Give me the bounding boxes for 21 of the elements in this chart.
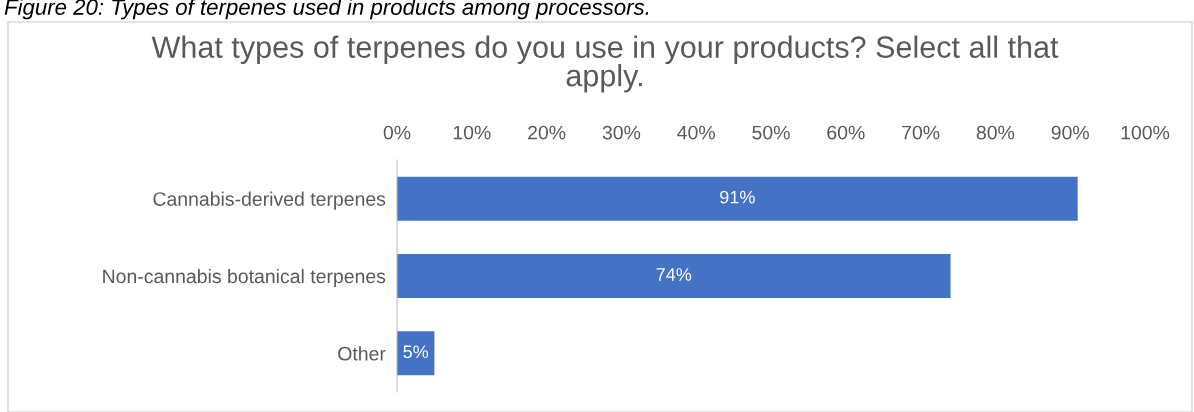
x-tick-label: 50% bbox=[752, 125, 790, 140]
x-tick-label: 40% bbox=[677, 125, 715, 140]
chart-title: What types of terpenes do you use in your products? Select all that apply. bbox=[151, 35, 1059, 93]
data-label: 91% bbox=[720, 190, 755, 204]
data-label: 74% bbox=[656, 268, 692, 281]
data-label: 5% bbox=[403, 345, 429, 359]
x-tick-label: 80% bbox=[976, 125, 1015, 140]
y-tick-label: Other bbox=[338, 346, 386, 361]
x-tick-label: 60% bbox=[827, 125, 865, 140]
x-tick-label: 90% bbox=[1051, 125, 1089, 140]
bar bbox=[397, 331, 435, 376]
x-tick-label: 20% bbox=[528, 125, 566, 140]
y-tick-label: Cannabis-derived terpenes bbox=[153, 191, 386, 210]
x-tick-label: 10% bbox=[453, 125, 491, 140]
x-tick-label: 70% bbox=[902, 125, 940, 140]
bar bbox=[397, 253, 951, 299]
y-tick-label: Non-cannabis botanical terpenes bbox=[103, 268, 386, 288]
x-tick-label: 30% bbox=[602, 125, 641, 140]
x-tick-label: 0% bbox=[383, 125, 411, 140]
x-tick-label: 100% bbox=[1121, 125, 1170, 140]
bar bbox=[397, 176, 1078, 221]
